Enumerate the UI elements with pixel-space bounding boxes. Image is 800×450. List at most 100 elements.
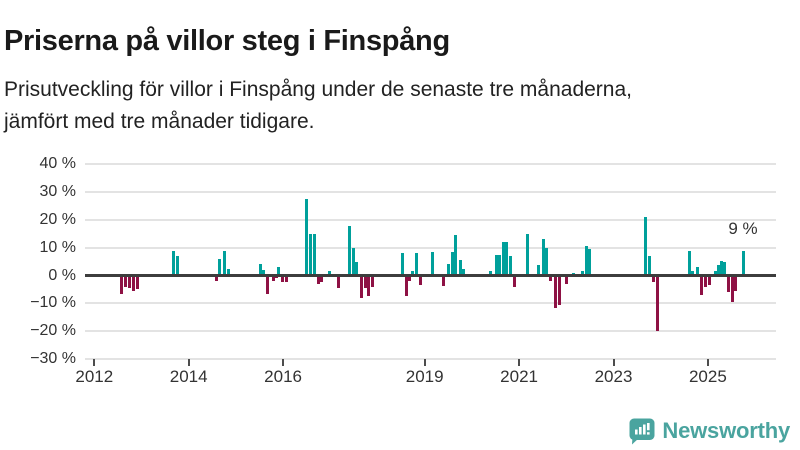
page-title: Priserna på villor steg i Finspång	[4, 25, 450, 58]
x-tick-mark	[706, 359, 709, 366]
x-tick-mark	[282, 359, 285, 366]
y-axis-label: −10 %	[30, 294, 76, 312]
y-axis-label: 40 %	[39, 155, 76, 173]
bar	[557, 275, 561, 305]
bar	[258, 264, 262, 276]
bar	[494, 254, 498, 276]
x-axis-label: 2021	[500, 367, 538, 386]
bar	[498, 254, 502, 276]
bar	[730, 275, 734, 302]
bar	[336, 275, 340, 288]
bar	[647, 256, 651, 276]
y-axis-label: −30 %	[30, 349, 76, 367]
bar	[699, 275, 703, 295]
bar	[277, 267, 281, 276]
gridline	[85, 330, 776, 333]
bar	[328, 270, 332, 276]
x-tick-mark	[518, 359, 521, 366]
gridline	[85, 191, 776, 194]
x-axis-label: 2019	[405, 367, 444, 386]
bar	[363, 275, 367, 288]
bar	[218, 258, 222, 276]
bar	[688, 250, 691, 276]
bar	[655, 275, 659, 332]
bar	[401, 253, 404, 276]
newsworthy-logo: Newsworthy	[629, 417, 790, 445]
bar	[741, 250, 745, 276]
y-axis-label: 0 %	[48, 266, 76, 284]
bar	[587, 249, 591, 276]
bar	[227, 268, 231, 276]
newsworthy-bubble-icon	[629, 418, 655, 444]
bar	[462, 269, 466, 276]
x-axis-label: 2025	[688, 367, 727, 386]
bar	[513, 275, 517, 288]
gridline	[85, 302, 776, 305]
bar	[454, 235, 458, 276]
zero-axis-line	[85, 274, 776, 277]
bar	[501, 242, 505, 276]
bar	[223, 250, 227, 276]
bar	[265, 275, 269, 294]
bar	[652, 275, 656, 283]
bar	[431, 251, 435, 276]
bar	[541, 239, 545, 276]
bar	[351, 247, 355, 276]
bar	[360, 275, 363, 298]
bar	[525, 233, 529, 276]
bar	[172, 250, 176, 276]
bar	[549, 275, 553, 282]
bar	[320, 275, 324, 283]
y-axis-label: 30 %	[39, 183, 76, 201]
bar	[537, 265, 541, 276]
bar	[407, 275, 411, 282]
last-value-annotation: 9 %	[728, 219, 758, 238]
x-axis-label: 2012	[75, 367, 114, 386]
bar	[644, 217, 648, 276]
y-axis-label: −20 %	[30, 322, 76, 340]
bar	[415, 253, 419, 276]
bar	[271, 275, 275, 282]
bar	[317, 275, 320, 284]
bar	[124, 275, 127, 287]
bar	[120, 275, 124, 294]
bar	[355, 261, 359, 276]
bar	[580, 271, 584, 276]
bar	[722, 261, 726, 276]
bar	[703, 275, 707, 288]
x-axis-label: 2016	[264, 367, 302, 386]
bar	[370, 275, 374, 287]
bar	[312, 233, 316, 276]
y-axis-label: 10 %	[39, 238, 76, 256]
bar	[505, 242, 509, 276]
bar	[509, 256, 513, 276]
bar	[450, 251, 454, 276]
bar	[405, 275, 409, 297]
bar	[309, 233, 313, 276]
bar	[419, 275, 423, 286]
bar	[447, 264, 451, 276]
bar	[441, 275, 445, 287]
bar	[280, 275, 284, 283]
gridline	[85, 246, 776, 249]
bar	[714, 270, 718, 276]
bar	[691, 271, 695, 276]
bar	[410, 271, 414, 276]
bar	[128, 275, 132, 288]
gridline	[85, 357, 776, 360]
bar	[285, 275, 289, 283]
bar	[132, 275, 135, 291]
bar	[545, 247, 549, 276]
bar	[489, 271, 493, 276]
x-tick-mark	[187, 359, 190, 366]
bar	[347, 225, 351, 276]
bar	[734, 275, 738, 291]
bar	[367, 275, 370, 297]
gridline	[85, 218, 776, 221]
bar	[584, 246, 588, 276]
y-axis-label: 20 %	[39, 210, 76, 228]
x-tick-mark	[612, 359, 615, 366]
bar	[553, 275, 557, 308]
bar	[565, 275, 569, 285]
